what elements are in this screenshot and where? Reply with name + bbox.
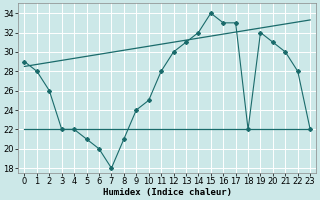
X-axis label: Humidex (Indice chaleur): Humidex (Indice chaleur) — [103, 188, 232, 197]
